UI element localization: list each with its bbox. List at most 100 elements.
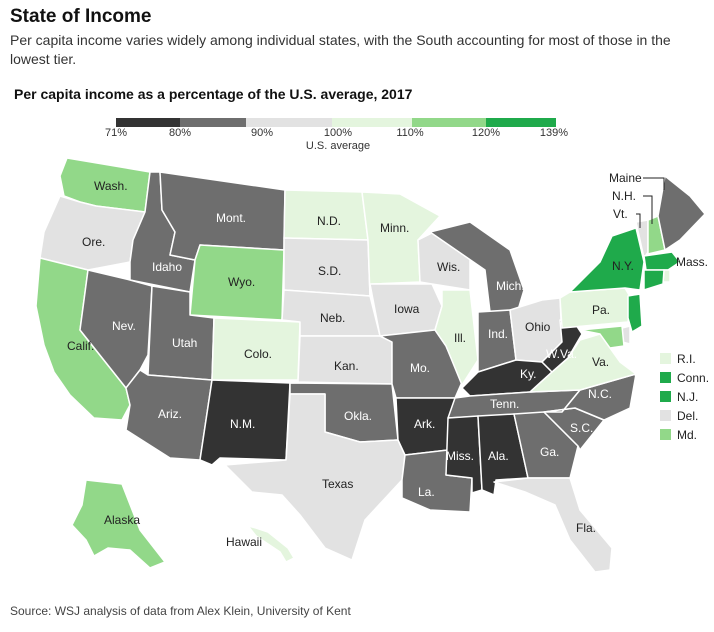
small-state-label: N.J. — [677, 389, 699, 404]
label-tx: Texas — [322, 477, 353, 491]
callout-line-vt — [636, 213, 641, 228]
label-va: Va. — [592, 355, 609, 369]
callout-maine: Maine — [609, 171, 642, 185]
label-in: Ind. — [488, 327, 508, 341]
legend-tick: 80% — [168, 127, 192, 139]
label-ut: Utah — [172, 336, 197, 350]
legend-bin-90-100 — [246, 118, 332, 127]
legend-tick: 120% — [471, 127, 501, 139]
label-wv: W.Va. — [546, 347, 577, 361]
label-la: La. — [418, 485, 435, 499]
legend-tick: 71% — [104, 127, 128, 139]
label-wi: Wis. — [437, 260, 460, 274]
label-mi: Mich. — [496, 279, 525, 293]
page-title: State of Income — [10, 6, 152, 27]
legend-us-average-label: U.S. average — [305, 140, 371, 152]
small-states-legend: R.I. Conn. N.J. Del. Md. — [660, 349, 709, 444]
label-ok: Okla. — [344, 409, 372, 423]
state-ct[interactable] — [643, 269, 665, 291]
source-note: Source: WSJ analysis of data from Alex K… — [10, 604, 351, 618]
label-ca: Calif. — [67, 339, 94, 353]
swatch-de — [660, 410, 671, 421]
legend-tick: 100% — [323, 127, 353, 139]
small-state-nj: N.J. — [660, 387, 709, 406]
state-hi[interactable] — [247, 525, 295, 563]
label-ky: Ky. — [520, 367, 536, 381]
state-mi[interactable] — [429, 221, 525, 313]
color-legend: 71% 80% 90% 100% 110% 120% 139% U.S. ave… — [0, 110, 714, 155]
label-mo: Mo. — [410, 361, 430, 375]
label-al: Ala. — [488, 449, 509, 463]
small-state-ri: R.I. — [660, 349, 709, 368]
label-co: Colo. — [244, 347, 272, 361]
state-ny[interactable] — [569, 227, 645, 293]
callout-line-nh — [643, 195, 653, 224]
small-state-de: Del. — [660, 406, 709, 425]
label-mt: Mont. — [216, 211, 246, 225]
small-state-label: Md. — [677, 427, 698, 442]
state-ak[interactable] — [71, 479, 166, 569]
label-id: Idaho — [152, 260, 182, 274]
state-fl[interactable] — [493, 477, 613, 573]
label-ia: Iowa — [394, 302, 420, 316]
small-state-label: Conn. — [677, 370, 710, 385]
small-state-ct: Conn. — [660, 368, 709, 387]
swatch-ri — [660, 353, 671, 364]
swatch-nj — [660, 391, 671, 402]
legend-bin-71-80 — [116, 118, 180, 127]
callout-line-maine — [643, 177, 665, 190]
label-ne: Neb. — [320, 311, 345, 325]
small-state-label: R.I. — [677, 351, 696, 366]
state-tx[interactable] — [224, 393, 406, 561]
small-state-md: Md. — [660, 425, 709, 444]
legend-tick: 90% — [250, 127, 274, 139]
label-wa: Wash. — [94, 179, 128, 193]
label-mn: Minn. — [380, 221, 409, 235]
label-ar: Ark. — [414, 417, 435, 431]
label-ga: Ga. — [540, 445, 559, 459]
state-me[interactable] — [657, 175, 706, 251]
legend-tick: 139% — [539, 127, 569, 139]
state-il[interactable] — [434, 289, 479, 386]
legend-bin-110-120 — [412, 118, 486, 127]
legend-bin-120-139 — [486, 118, 556, 127]
label-ks: Kan. — [334, 359, 359, 373]
chart-title: Per capita income as a percentage of the… — [14, 86, 413, 102]
label-hi: Hawaii — [226, 535, 262, 549]
label-sc: S.C. — [570, 421, 593, 435]
label-nv: Nev. — [112, 319, 136, 333]
state-ga[interactable] — [513, 411, 579, 479]
callout-vt: Vt. — [613, 207, 628, 221]
label-or: Ore. — [82, 235, 105, 249]
label-ms: Miss. — [446, 449, 474, 463]
label-ny: N.Y. — [612, 259, 634, 273]
small-state-label: Del. — [677, 408, 699, 423]
legend-tick: 110% — [396, 127, 424, 139]
label-il: Ill. — [454, 331, 466, 345]
swatch-md — [660, 429, 671, 440]
label-pa: Pa. — [592, 303, 610, 317]
label-nd: N.D. — [317, 214, 341, 228]
label-sd: S.D. — [318, 264, 341, 278]
label-az: Ariz. — [158, 407, 182, 421]
us-map: Maine N.H. Vt. Wash. Ore. Calif. Idaho N… — [35, 157, 708, 573]
swatch-ct — [660, 372, 671, 383]
state-wy[interactable] — [189, 244, 285, 321]
state-ma[interactable] — [643, 251, 681, 271]
label-nc: N.C. — [588, 387, 612, 401]
state-wv[interactable] — [541, 319, 583, 373]
legend-bin-100-110 — [332, 118, 412, 127]
label-nm: N.M. — [230, 417, 255, 431]
state-nv[interactable] — [79, 269, 153, 389]
legend-bin-80-90 — [180, 118, 246, 127]
callout-nh: N.H. — [612, 189, 636, 203]
label-ak: Alaska — [104, 513, 140, 527]
subtitle: Per capita income varies widely among in… — [10, 32, 671, 67]
label-fl: Fla. — [576, 521, 596, 535]
state-md[interactable] — [579, 325, 625, 349]
label-ma: Mass. — [676, 255, 708, 269]
label-tn: Tenn. — [490, 397, 519, 411]
label-wy: Wyo. — [228, 275, 255, 289]
state-nj[interactable] — [627, 293, 643, 333]
label-oh: Ohio — [525, 320, 551, 334]
